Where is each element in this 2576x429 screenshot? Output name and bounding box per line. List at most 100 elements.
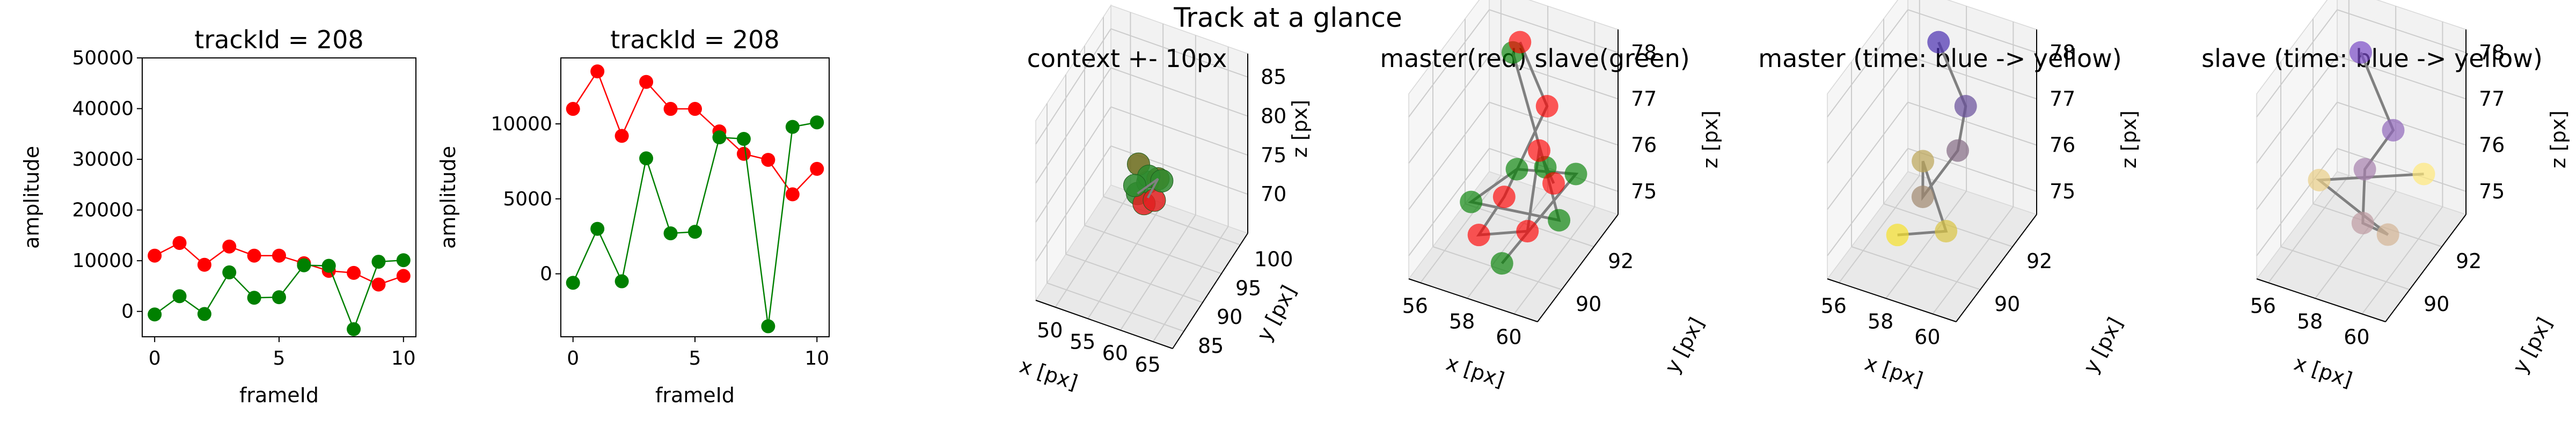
series-1-point	[688, 102, 702, 116]
y-tick-label: 90	[1217, 305, 1242, 329]
y-tick-label: 20000	[72, 199, 134, 221]
series-1-point	[663, 102, 678, 116]
grid-x	[1932, 206, 2014, 315]
x-tick-label: 60	[2344, 325, 2369, 349]
grid-x	[2315, 190, 2396, 299]
z-tick-label: 76	[1631, 134, 1657, 157]
x-tick-label: 58	[1868, 309, 1893, 333]
series-2-point	[371, 255, 386, 269]
grid-x	[1513, 206, 1596, 315]
series-2-point	[590, 221, 605, 236]
grid-x	[1839, 175, 1920, 283]
figure-suptitle: Track at a glance	[1173, 2, 1402, 33]
y-tick-label: 5000	[503, 188, 552, 210]
series-2-point	[736, 131, 751, 146]
grid-z	[1907, 9, 2037, 54]
x-tick-label: 56	[1402, 294, 1428, 317]
x-tick-label: 5	[689, 347, 701, 369]
x-axis-label: x [px]	[2292, 351, 2355, 392]
z-tick-label: 75	[1261, 143, 1286, 167]
series-1-point	[172, 236, 187, 250]
y-axis-line	[1956, 214, 2037, 322]
time-point	[2351, 212, 2374, 235]
series-2-point	[172, 289, 187, 304]
master-point	[1509, 31, 1532, 54]
chart-title: context +- 10px	[1027, 44, 1227, 73]
z-tick-label: 78	[2050, 41, 2075, 64]
x-axis-line	[1035, 300, 1173, 349]
point	[1123, 174, 1146, 197]
y-tick-label: 92	[2456, 249, 2482, 273]
grid-x	[1055, 191, 1131, 308]
grid-z	[1827, 102, 1908, 210]
x-tick-label: 58	[1449, 309, 1475, 333]
master-point	[1467, 224, 1490, 247]
x-axis-label: x [px]	[1017, 354, 1081, 395]
grid-y	[1046, 282, 1184, 332]
y-tick-label: 0	[121, 301, 134, 323]
y-axis-line	[1172, 233, 1248, 349]
z-tick-label: 80	[1261, 105, 1286, 128]
chart-4: 56 58 60 90 92 75 76 77 78 x [px] y [px] z [px] mast…	[1380, 0, 1722, 392]
series-line-1	[572, 70, 818, 196]
time-point	[1946, 139, 1969, 162]
z-tick-label: 77	[1631, 87, 1657, 110]
chart-1: trackId = 208 frameId amplitude 0 5 10 0 10000 2…	[20, 25, 416, 407]
series-1-point	[785, 187, 800, 202]
series-2-point	[148, 307, 162, 322]
series-2-point	[272, 290, 286, 305]
x-tick-label: 60	[1496, 325, 1521, 349]
series-2-point	[639, 151, 654, 166]
grid-x	[1087, 203, 1163, 319]
y-axis-label: amplitude	[20, 146, 43, 249]
grid-z	[1489, 101, 1619, 146]
grid-x	[1152, 226, 1229, 342]
side-pane	[1035, 4, 1111, 302]
grid-z	[1035, 67, 1111, 184]
series-2-point	[614, 274, 629, 289]
z-axis-label: z [px]	[1288, 100, 1312, 158]
grid-z	[2256, 148, 2338, 256]
grid-z	[2256, 55, 2338, 164]
side-pane	[2256, 0, 2338, 280]
time-point	[1886, 224, 1909, 247]
track-line	[1137, 177, 1159, 198]
x-tick-label: 50	[1037, 319, 1063, 342]
grid-y	[1851, 246, 1981, 290]
chart-6: 56 58 60 90 92 75 76 77 78 x [px] y [px] z [px] slav…	[2201, 0, 2570, 392]
z-tick-label: 85	[1261, 65, 1286, 89]
y-tick-label: 100	[1254, 248, 1293, 271]
grid-x	[2361, 206, 2443, 315]
y-axis-label: amplitude	[436, 146, 460, 249]
y-tick-label: 92	[1608, 249, 1634, 273]
x-tick-label: 58	[2297, 309, 2323, 333]
grid-y	[1084, 225, 1222, 275]
series-2-point	[810, 115, 824, 130]
grid-z	[1489, 9, 1619, 54]
grid-x	[1885, 190, 1967, 299]
grid-z	[1035, 106, 1111, 223]
z-tick-label: 76	[2050, 134, 2075, 157]
slave-point	[1505, 158, 1528, 181]
x-axis-line	[1408, 278, 1538, 322]
y-tick-label: 85	[1198, 334, 1224, 358]
master-point	[1528, 139, 1550, 162]
x-tick-label: 0	[567, 347, 579, 369]
slave-point	[1490, 252, 1513, 275]
y-axis-line	[1537, 214, 1619, 322]
x-axis-label: x [px]	[1862, 351, 1926, 392]
z-tick-label: 77	[2479, 87, 2505, 110]
x-axis-label: frameId	[239, 383, 319, 407]
grid-z	[2256, 9, 2338, 117]
grid-z	[1110, 67, 1248, 117]
y-tick-label: 90	[1994, 292, 2020, 316]
series-2-point	[712, 130, 727, 145]
grid-z	[2337, 9, 2467, 54]
series-1-point	[347, 265, 361, 280]
y-tick-label: 40000	[72, 98, 134, 120]
series-line-2	[572, 121, 817, 327]
y-tick-label: 95	[1235, 276, 1261, 300]
x-axis-line	[2256, 278, 2386, 322]
time-point	[1912, 150, 1935, 173]
time-point	[2376, 223, 2399, 246]
